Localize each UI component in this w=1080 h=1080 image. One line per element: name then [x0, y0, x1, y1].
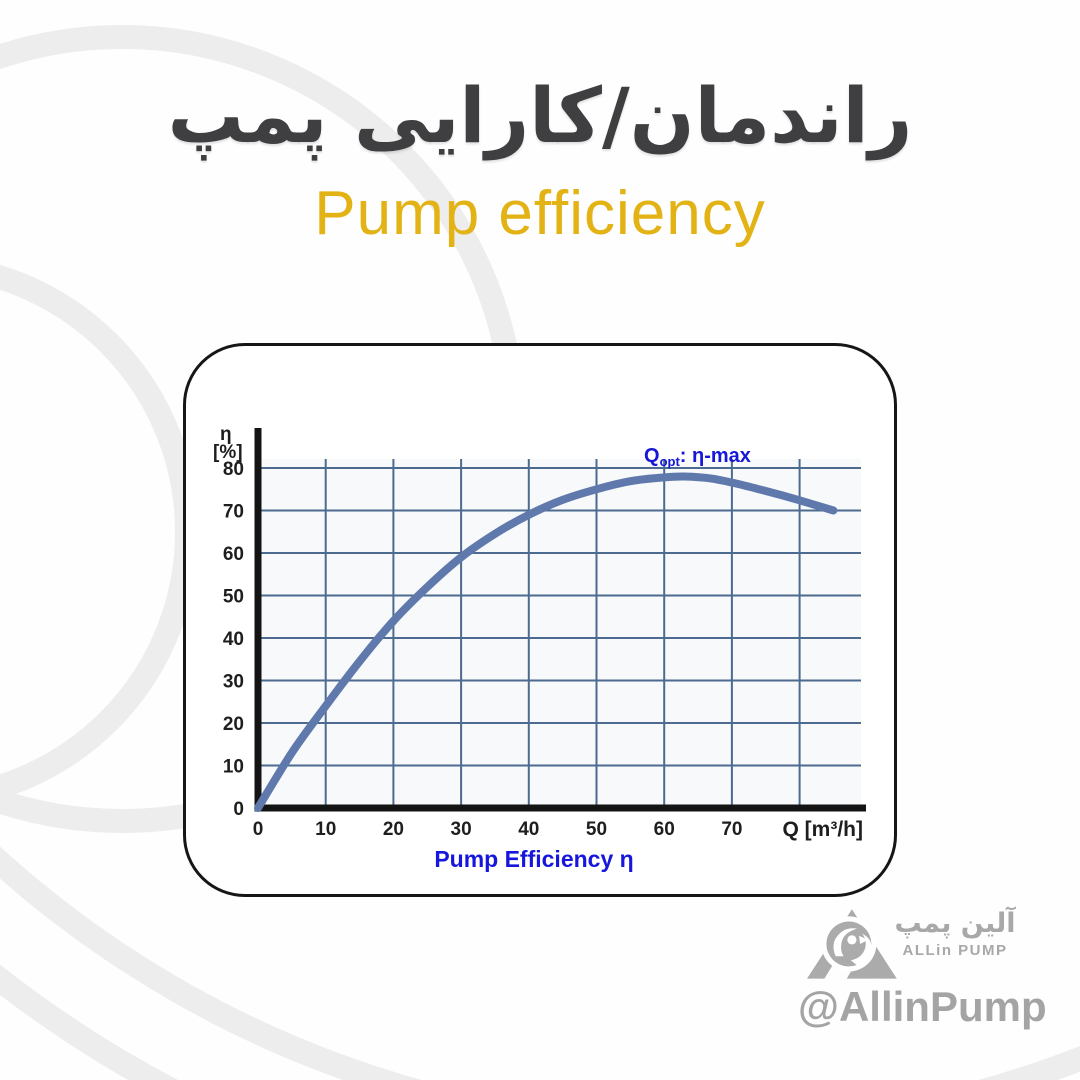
y-tick-label: 80: [223, 459, 244, 480]
y-tick-label: 50: [223, 587, 244, 608]
x-tick-label: 20: [383, 819, 404, 840]
y-tick-label: 70: [223, 502, 244, 523]
allinpump-logo: [807, 909, 897, 979]
y-tick-label: 20: [223, 714, 244, 735]
qopt-annotation: Qopt: η-max: [644, 445, 751, 469]
x-tick-label: 50: [586, 819, 607, 840]
x-tick-label: 0: [253, 819, 264, 840]
chart-caption: Pump Efficiency η: [434, 846, 633, 872]
y-axis-unit-label: [%]: [213, 442, 243, 463]
x-tick-label: 70: [721, 819, 742, 840]
page-title-english: Pump efficiency: [314, 179, 766, 248]
y-tick-label: 60: [223, 544, 244, 565]
page-title-farsi: راندمان/کارایی پمپ: [167, 71, 913, 160]
x-axis-unit-label: Q [m³/h]: [783, 818, 863, 841]
x-tick-label: 40: [518, 819, 539, 840]
social-handle: @AllinPump: [798, 983, 1047, 1030]
y-tick-label: 10: [223, 757, 244, 778]
x-tick-label: 30: [451, 819, 472, 840]
x-tick-label: 10: [315, 819, 336, 840]
efficiency-curve: [254, 472, 838, 812]
y-tick-label: 0: [233, 799, 244, 820]
pump-efficiency-chart: 0 10 20 30 40 50 60 70 80 0 10 20 30 40 50 60 70 Q [m³/h]…: [213, 424, 866, 872]
x-tick-label: 60: [654, 819, 675, 840]
plot-area: [258, 459, 861, 808]
y-tick-label: 30: [223, 672, 244, 693]
logo-bird-icon: [833, 928, 858, 957]
brand-name-farsi: آلین پمپ: [894, 908, 1016, 939]
y-tick-label: 40: [223, 629, 244, 650]
y-axis-unit-label: η: [220, 424, 232, 445]
brand-name-english: ALLin PUMP: [902, 942, 1008, 959]
chart-card: 0 10 20 30 40 50 60 70 80 0 10 20 30 40 50 60 70 Q [m³/h]…: [183, 343, 897, 897]
brand-text-block: آلین پمپ ALLin PUMP: [891, 908, 1019, 959]
